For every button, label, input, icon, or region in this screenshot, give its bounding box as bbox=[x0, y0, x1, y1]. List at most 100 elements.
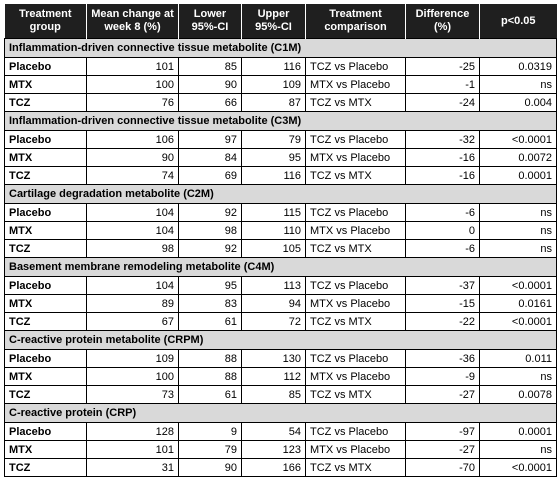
cell-treatment-comparison: TCZ vs Placebo bbox=[305, 422, 406, 441]
cell-p-value: <0.0001 bbox=[479, 130, 557, 149]
header-difference: Difference (%) bbox=[405, 4, 480, 39]
table-row: Placebo 101 85 116 TCZ vs Placebo -25 0.0319 bbox=[4, 57, 557, 76]
header-lower-ci: Lower 95%-CI bbox=[178, 4, 242, 39]
table-row: MTX 89 83 94 MTX vs Placebo -15 0.0161 bbox=[4, 294, 557, 313]
table-row: Placebo 104 95 113 TCZ vs Placebo -37 <0.0001 bbox=[4, 276, 557, 295]
cell-upper-ci: 95 bbox=[241, 148, 306, 167]
cell-difference: -16 bbox=[405, 166, 480, 185]
cell-treatment-group: MTX bbox=[4, 148, 87, 167]
cell-lower-ci: 84 bbox=[178, 148, 242, 167]
cell-treatment-group: TCZ bbox=[4, 239, 87, 258]
cell-treatment-comparison: MTX vs Placebo bbox=[305, 367, 406, 386]
cell-lower-ci: 88 bbox=[178, 349, 242, 368]
cell-difference: -36 bbox=[405, 349, 480, 368]
cell-difference: -27 bbox=[405, 385, 480, 404]
cell-treatment-comparison: TCZ vs Placebo bbox=[305, 130, 406, 149]
cell-difference: -6 bbox=[405, 239, 480, 258]
table-row: TCZ 76 66 87 TCZ vs MTX -24 0.004 bbox=[4, 93, 557, 112]
cell-p-value: 0.004 bbox=[479, 93, 557, 112]
cell-mean-change: 90 bbox=[86, 148, 179, 167]
section-title: C-reactive protein (CRP) bbox=[4, 403, 557, 423]
table-row: Placebo 104 92 115 TCZ vs Placebo -6 ns bbox=[4, 203, 557, 222]
cell-upper-ci: 105 bbox=[241, 239, 306, 258]
cell-lower-ci: 79 bbox=[178, 440, 242, 459]
table-row: MTX 90 84 95 MTX vs Placebo -16 0.0072 bbox=[4, 148, 557, 167]
cell-p-value: ns bbox=[479, 440, 557, 459]
cell-treatment-comparison: MTX vs Placebo bbox=[305, 440, 406, 459]
section-header-row: Inflammation-driven connective tissue me… bbox=[4, 38, 557, 58]
cell-lower-ci: 66 bbox=[178, 93, 242, 112]
cell-difference: -37 bbox=[405, 276, 480, 295]
table-header: Treatment group Mean change at week 8 (%… bbox=[4, 4, 557, 39]
cell-upper-ci: 79 bbox=[241, 130, 306, 149]
section-title: Inflammation-driven connective tissue me… bbox=[4, 38, 557, 58]
cell-lower-ci: 92 bbox=[178, 239, 242, 258]
cell-treatment-comparison: MTX vs Placebo bbox=[305, 221, 406, 240]
cell-difference: -16 bbox=[405, 148, 480, 167]
cell-upper-ci: 94 bbox=[241, 294, 306, 313]
cell-p-value: ns bbox=[479, 75, 557, 94]
cell-difference: -22 bbox=[405, 312, 480, 331]
cell-lower-ci: 85 bbox=[178, 57, 242, 76]
cell-treatment-group: TCZ bbox=[4, 312, 87, 331]
table-row: MTX 104 98 110 MTX vs Placebo 0 ns bbox=[4, 221, 557, 240]
cell-treatment-comparison: TCZ vs MTX bbox=[305, 166, 406, 185]
cell-p-value: <0.0001 bbox=[479, 458, 557, 477]
section-header-row: C-reactive protein metabolite (CRPM) bbox=[4, 330, 557, 350]
cell-treatment-comparison: TCZ vs Placebo bbox=[305, 276, 406, 295]
header-mean-change: Mean change at week 8 (%) bbox=[86, 4, 179, 39]
section-header-row: Cartilage degradation metabolite (C2M) bbox=[4, 184, 557, 204]
table-row: Placebo 128 9 54 TCZ vs Placebo -97 0.0001 bbox=[4, 422, 557, 441]
cell-treatment-comparison: TCZ vs MTX bbox=[305, 312, 406, 331]
cell-treatment-group: Placebo bbox=[4, 349, 87, 368]
cell-p-value: 0.0072 bbox=[479, 148, 557, 167]
cell-difference: -70 bbox=[405, 458, 480, 477]
cell-difference: 0 bbox=[405, 221, 480, 240]
cell-treatment-group: Placebo bbox=[4, 422, 87, 441]
cell-mean-change: 104 bbox=[86, 203, 179, 222]
cell-treatment-comparison: TCZ vs MTX bbox=[305, 458, 406, 477]
cell-difference: -1 bbox=[405, 75, 480, 94]
cell-lower-ci: 88 bbox=[178, 367, 242, 386]
cell-lower-ci: 95 bbox=[178, 276, 242, 295]
cell-mean-change: 67 bbox=[86, 312, 179, 331]
table-row: TCZ 73 61 85 TCZ vs MTX -27 0.0078 bbox=[4, 385, 557, 404]
section-header-row: Basement membrane remodeling metabolite … bbox=[4, 257, 557, 277]
cell-treatment-group: Placebo bbox=[4, 130, 87, 149]
cell-upper-ci: 115 bbox=[241, 203, 306, 222]
cell-lower-ci: 9 bbox=[178, 422, 242, 441]
cell-p-value: ns bbox=[479, 367, 557, 386]
cell-upper-ci: 113 bbox=[241, 276, 306, 295]
cell-lower-ci: 61 bbox=[178, 385, 242, 404]
section-title: Basement membrane remodeling metabolite … bbox=[4, 257, 557, 277]
cell-p-value: 0.0319 bbox=[479, 57, 557, 76]
cell-lower-ci: 90 bbox=[178, 75, 242, 94]
cell-upper-ci: 110 bbox=[241, 221, 306, 240]
cell-p-value: <0.0001 bbox=[479, 276, 557, 295]
cell-treatment-group: Placebo bbox=[4, 57, 87, 76]
cell-p-value: <0.0001 bbox=[479, 312, 557, 331]
cell-p-value: 0.011 bbox=[479, 349, 557, 368]
cell-treatment-group: MTX bbox=[4, 294, 87, 313]
cell-treatment-comparison: TCZ vs MTX bbox=[305, 385, 406, 404]
cell-treatment-comparison: TCZ vs Placebo bbox=[305, 349, 406, 368]
cell-mean-change: 74 bbox=[86, 166, 179, 185]
section-title: Cartilage degradation metabolite (C2M) bbox=[4, 184, 557, 204]
cell-upper-ci: 112 bbox=[241, 367, 306, 386]
section-header-row: Inflammation-driven connective tissue me… bbox=[4, 111, 557, 131]
cell-lower-ci: 92 bbox=[178, 203, 242, 222]
cell-upper-ci: 109 bbox=[241, 75, 306, 94]
cell-lower-ci: 90 bbox=[178, 458, 242, 477]
table-row: TCZ 31 90 166 TCZ vs MTX -70 <0.0001 bbox=[4, 458, 557, 477]
cell-difference: -24 bbox=[405, 93, 480, 112]
header-p-value: p<0.05 bbox=[479, 4, 557, 39]
cell-difference: -25 bbox=[405, 57, 480, 76]
cell-lower-ci: 83 bbox=[178, 294, 242, 313]
cell-p-value: 0.0161 bbox=[479, 294, 557, 313]
cell-p-value: ns bbox=[479, 221, 557, 240]
cell-lower-ci: 69 bbox=[178, 166, 242, 185]
cell-mean-change: 89 bbox=[86, 294, 179, 313]
cell-treatment-comparison: MTX vs Placebo bbox=[305, 148, 406, 167]
cell-mean-change: 128 bbox=[86, 422, 179, 441]
cell-difference: -9 bbox=[405, 367, 480, 386]
